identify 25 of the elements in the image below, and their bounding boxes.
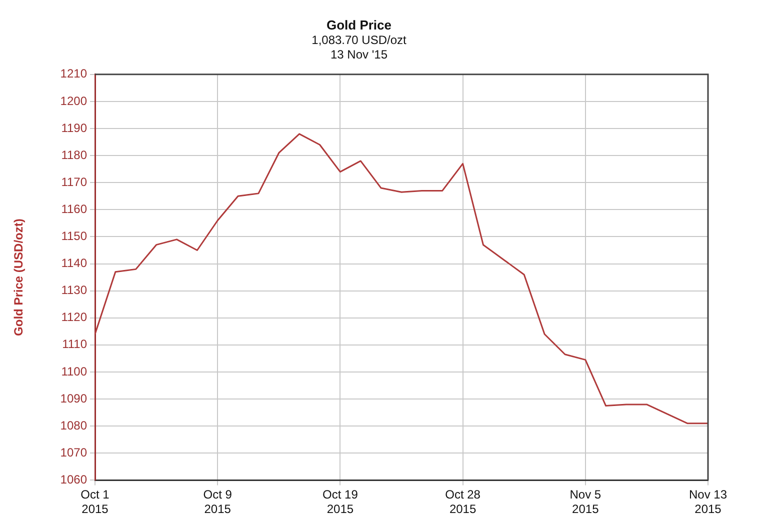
x-tick-label: Oct 9 2015 bbox=[203, 488, 232, 516]
y-tick-label: 1190 bbox=[61, 120, 88, 135]
chart-title: Gold Price bbox=[326, 17, 392, 32]
y-tick-label: 1120 bbox=[61, 310, 88, 324]
y-tick-label: 1070 bbox=[60, 445, 88, 460]
y-tick-label: 1110 bbox=[62, 337, 88, 352]
y-axis-title: Gold Price (USD/ozt) bbox=[12, 218, 26, 336]
y-tick-label: 1100 bbox=[61, 364, 88, 378]
y-tick-label: 1160 bbox=[61, 202, 88, 216]
x-tick-label: Nov 5 2015 bbox=[570, 488, 602, 516]
chart-subtitle: 1,083.70 USD/ozt 13 Nov '15 bbox=[312, 33, 408, 62]
y-tick-label: 1170 bbox=[61, 174, 88, 189]
y-tick-label: 1140 bbox=[61, 256, 88, 270]
y-tick-label: 1210 bbox=[60, 66, 88, 81]
y-tick-label: 1150 bbox=[61, 229, 88, 244]
y-tick-label: 1090 bbox=[60, 391, 88, 406]
y-tick-label: 1080 bbox=[60, 418, 88, 432]
x-tick-label: Nov 13 2015 bbox=[688, 488, 728, 516]
y-tick-label: 1200 bbox=[60, 94, 88, 108]
y-tick-label: 1130 bbox=[61, 283, 88, 298]
x-tick-label: Oct 28 2015 bbox=[445, 488, 481, 516]
y-tick-label: 1180 bbox=[61, 148, 88, 162]
x-tick-label: Oct 19 2015 bbox=[322, 488, 358, 516]
x-tick-label: Oct 1 2015 bbox=[80, 488, 110, 516]
y-tick-label: 1060 bbox=[60, 472, 88, 487]
